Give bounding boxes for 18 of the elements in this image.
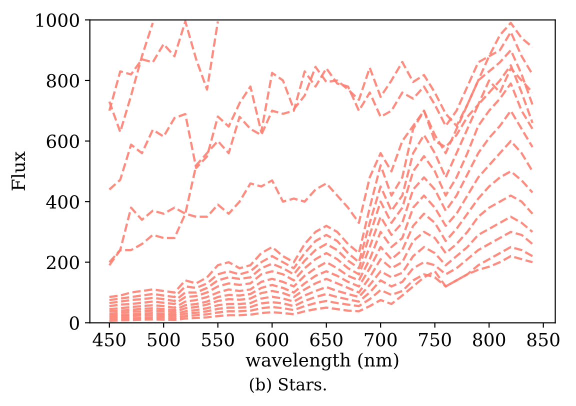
x-tick-label: 550 xyxy=(202,332,234,346)
x-tick-label: 700 xyxy=(364,332,397,346)
x-tick-label: 850 xyxy=(527,332,560,346)
y-tick-label: 1000 xyxy=(36,13,79,28)
y-tick-label: 0 xyxy=(70,316,79,330)
x-axis-title: wavelength (nm) xyxy=(246,352,398,370)
x-tick-label: 500 xyxy=(148,332,180,346)
y-tick-label: 800 xyxy=(46,74,79,88)
x-tick-label: 750 xyxy=(419,332,451,346)
y-axis-title: Flux xyxy=(11,151,26,190)
x-tick-label: 450 xyxy=(92,332,126,346)
y-tick-label: 400 xyxy=(46,195,79,209)
y-tick-label: 600 xyxy=(46,134,79,148)
text: (b) Stars. xyxy=(250,378,326,393)
y-tick-label: 200 xyxy=(46,256,79,270)
x-tick-label: 600 xyxy=(256,332,288,346)
x-tick-label: 650 xyxy=(310,332,342,346)
x-tick-label: 800 xyxy=(473,332,506,346)
